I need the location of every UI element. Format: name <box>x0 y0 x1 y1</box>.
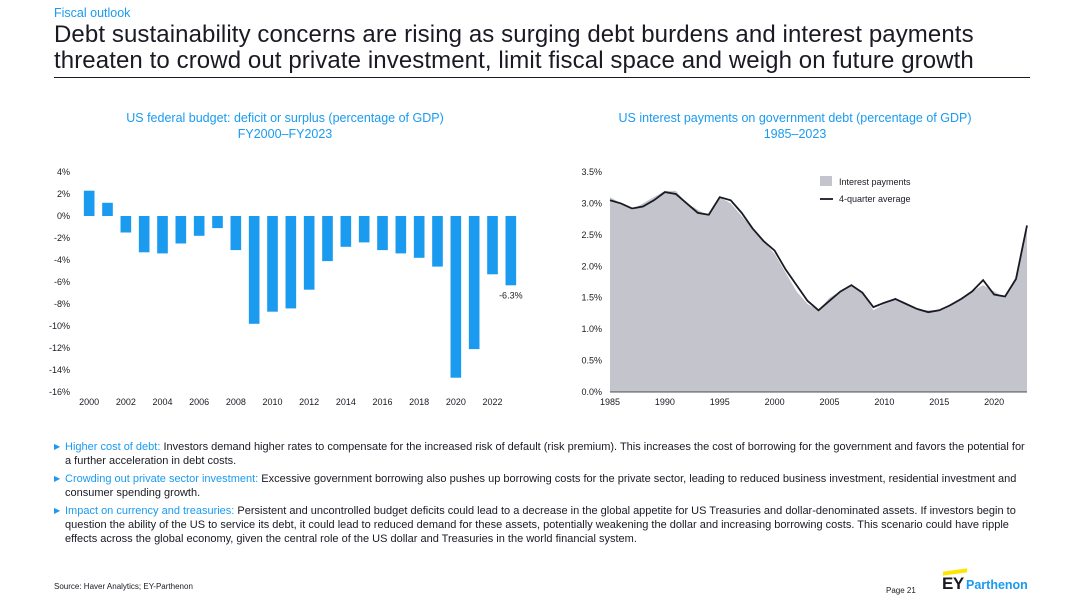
legend-label: 4-quarter average <box>839 194 911 204</box>
source-note: Source: Haver Analytics; EY-Parthenon <box>54 582 193 591</box>
bar <box>102 202 113 216</box>
x-tick-label: 2014 <box>336 397 356 407</box>
bullet-arrow-icon: ▶ <box>54 474 61 483</box>
bullet-item: ▶ Impact on currency and treasuries: Pers… <box>54 504 1029 546</box>
x-tick-label: 2008 <box>226 397 246 407</box>
y-tick-label: 0.0% <box>581 387 602 397</box>
bar <box>193 216 205 236</box>
interest-area <box>610 190 1027 392</box>
bar <box>358 216 370 243</box>
legend-label: Interest payments <box>839 177 911 187</box>
legend-swatch-area <box>820 176 832 186</box>
bar <box>450 216 462 378</box>
y-tick-label: 4% <box>57 167 70 177</box>
y-tick-label: 0% <box>57 211 70 221</box>
chart1-subtitle: FY2000–FY2023 <box>237 127 333 141</box>
bullet-arrow-icon: ▶ <box>54 442 61 451</box>
x-tick-label: 2010 <box>262 397 282 407</box>
average-line <box>609 191 1028 314</box>
logo-ey-text: EY <box>942 574 964 593</box>
interest-area-chart: 0.0% 0.5% 1.0% 1.5% 2.0% 2.5% 3.0% 3.5% 1985 1990… <box>581 167 1028 407</box>
chart1-title: US federal budget: deficit or surplus (p… <box>126 111 444 125</box>
chart2-subtitle: 1985–2023 <box>763 127 827 141</box>
y-tick-label: -2% <box>54 233 70 243</box>
x-tick-label: 2005 <box>819 397 839 407</box>
bullet-text: Excessive government borrowing also push… <box>65 473 1017 499</box>
y-tick-label: 3.0% <box>581 198 602 208</box>
page-number: Page 21 <box>886 586 916 595</box>
x-tick-label: 2020 <box>446 397 466 407</box>
bullet-list: ▶ Higher cost of debt: Investors demand h… <box>54 440 1029 550</box>
y-tick-label: -4% <box>54 255 70 265</box>
y-tick-label: 2.0% <box>581 261 602 271</box>
bar <box>175 216 187 244</box>
bar <box>395 216 407 254</box>
bullet-item: ▶ Higher cost of debt: Investors demand h… <box>54 440 1029 468</box>
x-tick-label: 2015 <box>929 397 949 407</box>
bullet-lead: Impact on currency and treasuries: <box>65 505 235 517</box>
bullet-lead: Higher cost of debt: <box>65 441 161 453</box>
x-tick-label: 2000 <box>79 397 99 407</box>
y-tick-label: -12% <box>49 343 70 353</box>
bar <box>212 216 223 229</box>
x-tick-label: 2002 <box>116 397 136 407</box>
bar <box>487 216 498 275</box>
chart2-title: US interest payments on government debt … <box>618 111 972 125</box>
x-tick-label: 2022 <box>482 397 502 407</box>
x-tick-label: 2004 <box>152 397 172 407</box>
section-label: Fiscal outlook <box>54 6 131 20</box>
data-label: -6.3% <box>499 290 523 300</box>
x-tick-label: 2020 <box>984 397 1004 407</box>
bullet-text: Investors demand higher rates to compens… <box>65 441 1025 467</box>
bar <box>432 216 443 267</box>
bar <box>340 216 352 247</box>
bullet-item: ▶ Crowding out private sector investment:… <box>54 472 1029 500</box>
x-tick-label: 2018 <box>409 397 429 407</box>
y-tick-label: -10% <box>49 321 70 331</box>
bar <box>120 216 132 233</box>
y-tick-label: 3.5% <box>581 167 602 177</box>
bar <box>248 216 260 324</box>
bullet-arrow-icon: ▶ <box>54 506 61 515</box>
title-divider <box>54 77 1030 78</box>
bar <box>377 216 388 251</box>
x-tick-label: 2000 <box>765 397 785 407</box>
chart2-title-block: US interest payments on government debt … <box>560 110 1030 142</box>
x-tick-label: 2012 <box>299 397 319 407</box>
budget-bar-chart: 4% 2% 0% -2% -4% -6% -8% -10% -12% -14% -16% 2000 20… <box>49 167 523 407</box>
bar <box>83 190 95 216</box>
bar <box>322 216 333 262</box>
x-tick-label: 2006 <box>189 397 209 407</box>
x-tick-label: 1990 <box>655 397 675 407</box>
y-tick-label: 1.5% <box>581 293 602 303</box>
bullet-text: Persistent and uncontrolled budget defic… <box>65 505 1016 545</box>
y-tick-label: -8% <box>54 299 70 309</box>
bar <box>505 216 517 286</box>
y-tick-label: 0.5% <box>581 356 602 366</box>
x-tick-label: 1985 <box>600 397 620 407</box>
ey-parthenon-logo: EY Parthenon <box>942 568 1032 594</box>
y-tick-label: 2% <box>57 189 70 199</box>
bar <box>267 216 278 312</box>
bar <box>285 216 297 309</box>
bar <box>303 216 315 290</box>
x-tick-label: 2010 <box>874 397 894 407</box>
bar <box>157 216 168 254</box>
y-tick-label: -16% <box>49 387 70 397</box>
bar <box>230 216 242 251</box>
y-tick-label: 2.5% <box>581 230 602 240</box>
x-tick-label: 2016 <box>372 397 392 407</box>
bullet-lead: Crowding out private sector investment: <box>65 473 259 485</box>
y-tick-label: -14% <box>49 365 70 375</box>
page-title: Debt sustainability concerns are rising … <box>54 21 974 74</box>
y-tick-label: -6% <box>54 277 70 287</box>
logo-parthenon-text: Parthenon <box>966 578 1028 592</box>
x-tick-label: 1995 <box>710 397 730 407</box>
y-tick-label: 1.0% <box>581 324 602 334</box>
bar <box>413 216 425 258</box>
bar <box>138 216 150 253</box>
chart1-title-block: US federal budget: deficit or surplus (p… <box>50 110 520 142</box>
bar <box>468 216 480 350</box>
